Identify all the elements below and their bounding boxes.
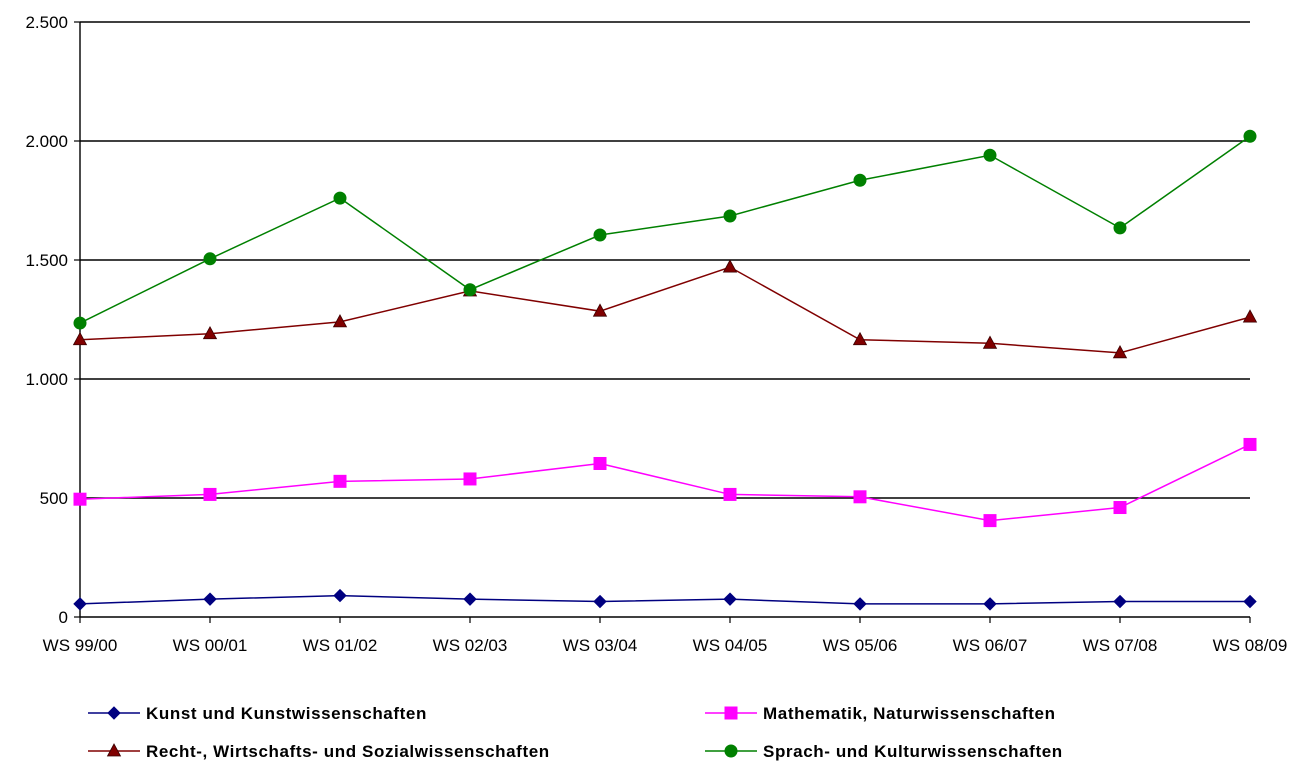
data-point — [202, 325, 218, 340]
legend: Kunst und Kunstwissenschaften Mathematik,… — [88, 704, 1063, 761]
x-tick-label: WS 04/05 — [693, 636, 768, 655]
gridlines — [80, 21, 1250, 499]
series-1 — [73, 588, 1257, 611]
data-point — [592, 303, 608, 317]
x-tick-label: WS 07/08 — [1083, 636, 1158, 655]
data-point — [593, 594, 607, 609]
legend-label: Mathematik, Naturwissenschaften — [763, 704, 1056, 723]
y-tick-label: 2.500 — [25, 13, 68, 32]
series-line — [79, 135, 1251, 324]
data-point — [73, 492, 87, 506]
data-point — [463, 283, 477, 297]
data-point — [853, 597, 867, 611]
data-point — [1113, 221, 1127, 235]
data-point — [852, 331, 868, 346]
series-2 — [73, 437, 1257, 528]
data-point — [1243, 437, 1257, 451]
x-axis-tick-labels: WS 99/00 WS 00/01 WS 01/02 WS 02/03 WS 03/04… — [43, 636, 1288, 655]
data-point — [73, 316, 87, 330]
data-point — [722, 259, 738, 273]
data-point — [983, 514, 997, 528]
data-point — [1243, 129, 1257, 143]
x-tick-label: WS 05/06 — [823, 636, 898, 655]
data-point — [982, 335, 998, 349]
legend-entry: Recht-, Wirtschafts- und Sozialwissensch… — [88, 742, 550, 761]
legend-marker — [107, 706, 121, 720]
data-point — [723, 592, 737, 606]
data-point — [463, 472, 477, 486]
data-point — [1113, 594, 1127, 609]
axes — [74, 21, 1251, 623]
series-group — [72, 129, 1258, 611]
legend-marker — [724, 706, 738, 720]
y-tick-label: 0 — [59, 608, 68, 627]
data-point — [333, 191, 347, 205]
data-point — [983, 597, 997, 611]
data-point — [203, 592, 217, 606]
legend-marker — [724, 744, 738, 758]
y-tick-label: 500 — [40, 489, 68, 508]
legend-entry: Sprach- und Kulturwissenschaften — [705, 742, 1063, 761]
x-tick-label: WS 02/03 — [433, 636, 508, 655]
series-3 — [72, 259, 1258, 359]
x-tick-label: WS 08/09 — [1213, 636, 1288, 655]
data-point — [73, 597, 87, 611]
data-point — [72, 331, 88, 346]
data-point — [723, 487, 737, 501]
series-line — [79, 443, 1251, 522]
x-tick-label: WS 99/00 — [43, 636, 118, 655]
x-tick-label: WS 01/02 — [303, 636, 378, 655]
y-tick-label: 2.000 — [25, 132, 68, 151]
series-line — [79, 594, 1250, 605]
data-point — [1242, 309, 1258, 323]
data-point — [332, 314, 348, 328]
x-tick-label: WS 03/04 — [563, 636, 638, 655]
data-point — [593, 228, 607, 242]
data-point — [203, 252, 217, 266]
legend-label: Sprach- und Kulturwissenschaften — [763, 742, 1063, 761]
series-4 — [73, 129, 1257, 330]
data-point — [463, 592, 477, 606]
data-point — [723, 209, 737, 223]
data-point — [203, 487, 217, 501]
y-axis-tick-labels: 0 500 1.000 1.500 2.000 2.500 — [25, 13, 68, 627]
legend-label: Kunst und Kunstwissenschaften — [146, 704, 427, 723]
x-tick-label: WS 06/07 — [953, 636, 1028, 655]
y-tick-label: 1.000 — [25, 370, 68, 389]
data-point — [1112, 344, 1128, 359]
y-tick-label: 1.500 — [25, 251, 68, 270]
data-point — [853, 490, 867, 504]
data-point — [853, 173, 867, 187]
series-line — [79, 266, 1251, 354]
x-tick-label: WS 00/01 — [173, 636, 248, 655]
data-point — [333, 588, 347, 603]
legend-entry: Kunst und Kunstwissenschaften — [88, 704, 427, 723]
data-point — [593, 456, 607, 470]
legend-label: Recht-, Wirtschafts- und Sozialwissensch… — [146, 742, 550, 761]
data-point — [333, 474, 347, 488]
legend-entry: Mathematik, Naturwissenschaften — [705, 704, 1056, 723]
data-point — [1113, 501, 1127, 515]
legend-marker — [106, 743, 122, 757]
data-point — [1243, 594, 1257, 609]
data-point — [983, 148, 997, 162]
